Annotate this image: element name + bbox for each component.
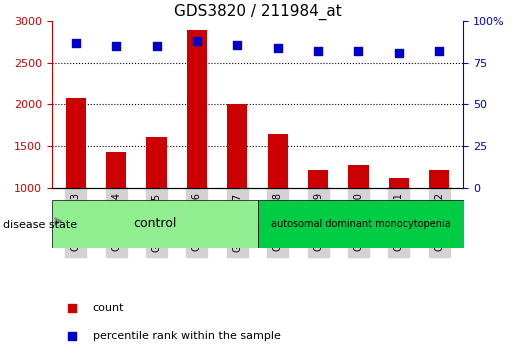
Text: percentile rank within the sample: percentile rank within the sample <box>93 331 281 341</box>
Bar <box>146 137 167 188</box>
Bar <box>106 152 126 188</box>
Text: control: control <box>133 217 176 230</box>
Point <box>72 40 80 46</box>
Text: count: count <box>93 303 124 313</box>
Point <box>152 44 161 49</box>
Bar <box>65 98 86 188</box>
Point <box>273 45 282 51</box>
Point <box>441 155 449 160</box>
Bar <box>389 178 409 188</box>
Bar <box>268 133 288 188</box>
FancyBboxPatch shape <box>258 200 464 248</box>
Point <box>395 50 403 56</box>
Bar <box>308 170 328 188</box>
Text: disease state: disease state <box>3 220 77 230</box>
Bar <box>187 29 207 188</box>
Point <box>314 48 322 54</box>
Bar <box>348 165 369 188</box>
Title: GDS3820 / 211984_at: GDS3820 / 211984_at <box>174 4 341 20</box>
Point <box>193 38 201 44</box>
Point <box>112 44 120 49</box>
Point <box>354 48 363 54</box>
Text: autosomal dominant monocytopenia: autosomal dominant monocytopenia <box>270 219 451 229</box>
Point <box>233 42 242 47</box>
Bar <box>429 170 450 188</box>
Bar <box>227 104 247 188</box>
FancyBboxPatch shape <box>52 200 258 248</box>
Point <box>435 48 443 54</box>
